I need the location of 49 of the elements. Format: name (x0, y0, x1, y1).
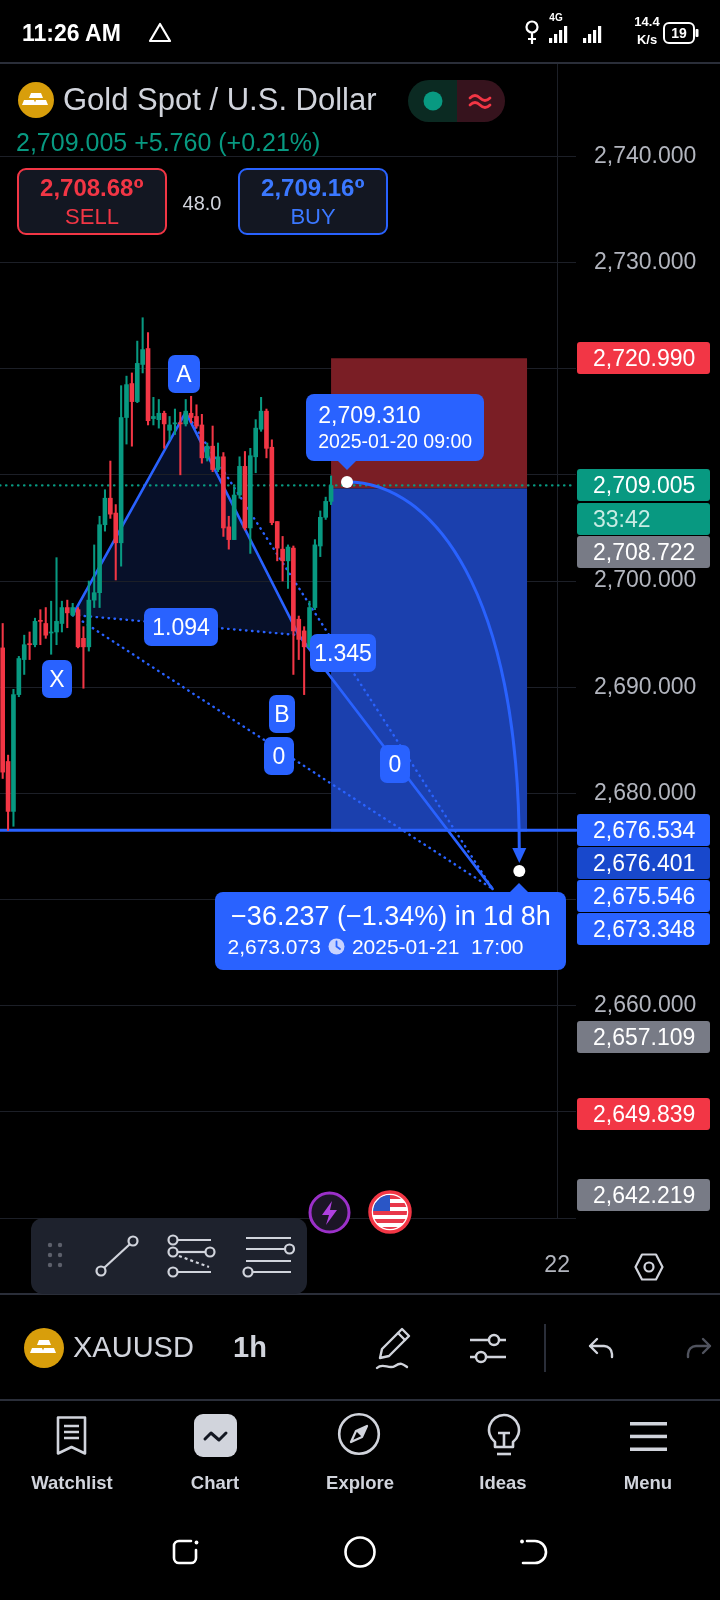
ref-line-label: 2,676.534 (577, 814, 710, 847)
annotation: BUY (290, 204, 336, 230)
text: 1h (233, 1331, 267, 1365)
annotation: 1.345 (310, 634, 376, 672)
annotation: B (269, 695, 295, 733)
text: Ideas (479, 1472, 527, 1494)
text: 2,709.005 +5.760 (+0.21%) (16, 127, 321, 157)
y-tick-label: 2,730.000 (594, 247, 697, 274)
annotation: 1.094 (144, 608, 218, 646)
text: 2,676.401 (577, 847, 710, 880)
annotation: 2025-01-21 17:00 (351, 934, 524, 959)
annotation: SELL (65, 204, 119, 230)
text: 2,675.546 (577, 880, 710, 913)
y-tick-label: 2,660.000 (594, 991, 697, 1018)
y-tick-label: 2,740.000 (594, 141, 697, 168)
text: K/s (636, 31, 658, 48)
text: 11:26 AM (22, 19, 121, 47)
annotation: −36.237 (−1.34%) in 1d 8h (231, 900, 551, 932)
text: 2,642.219 (577, 1178, 710, 1211)
annotation: A (168, 355, 200, 393)
text: 2,708.722 (577, 535, 710, 568)
annotation: 2,708.68⁰ (40, 174, 144, 202)
text: 14.4 (634, 13, 660, 30)
annotation: 0 (380, 745, 410, 783)
text: Menu (623, 1472, 673, 1494)
annotation: 0 (264, 737, 294, 775)
annotation: 2,709.16⁰ (261, 174, 365, 202)
text: 2,720.990 (577, 342, 710, 375)
text: 2,649.839 (577, 1097, 710, 1130)
text: 33:42 (577, 502, 710, 535)
y-tick-label: 2,690.000 (594, 672, 697, 699)
text: 2,657.109 (577, 1020, 710, 1053)
y-tick-label: 2,700.000 (594, 566, 697, 593)
text: 2,673.348 (577, 913, 710, 946)
text: XAUUSD (73, 1331, 194, 1365)
text: Explore (326, 1472, 394, 1494)
text: 4G (549, 12, 563, 24)
annotation: 2,709.310 (318, 401, 421, 429)
text: Watchlist (31, 1472, 113, 1494)
annotation: 48.0 (182, 191, 222, 215)
annotation: X (42, 660, 72, 698)
ref-line-label: 2,709.005 (577, 469, 710, 502)
annotation: 2025-01-20 09:00 (318, 429, 473, 453)
y-tick-label: 2,680.000 (594, 778, 697, 805)
text: Gold Spot / U.S. Dollar (63, 82, 377, 118)
x-tick-label: 22 (544, 1251, 570, 1278)
annotation: 2,673.073 (227, 934, 321, 959)
text: 19 (671, 24, 687, 42)
text: Chart (190, 1472, 240, 1494)
